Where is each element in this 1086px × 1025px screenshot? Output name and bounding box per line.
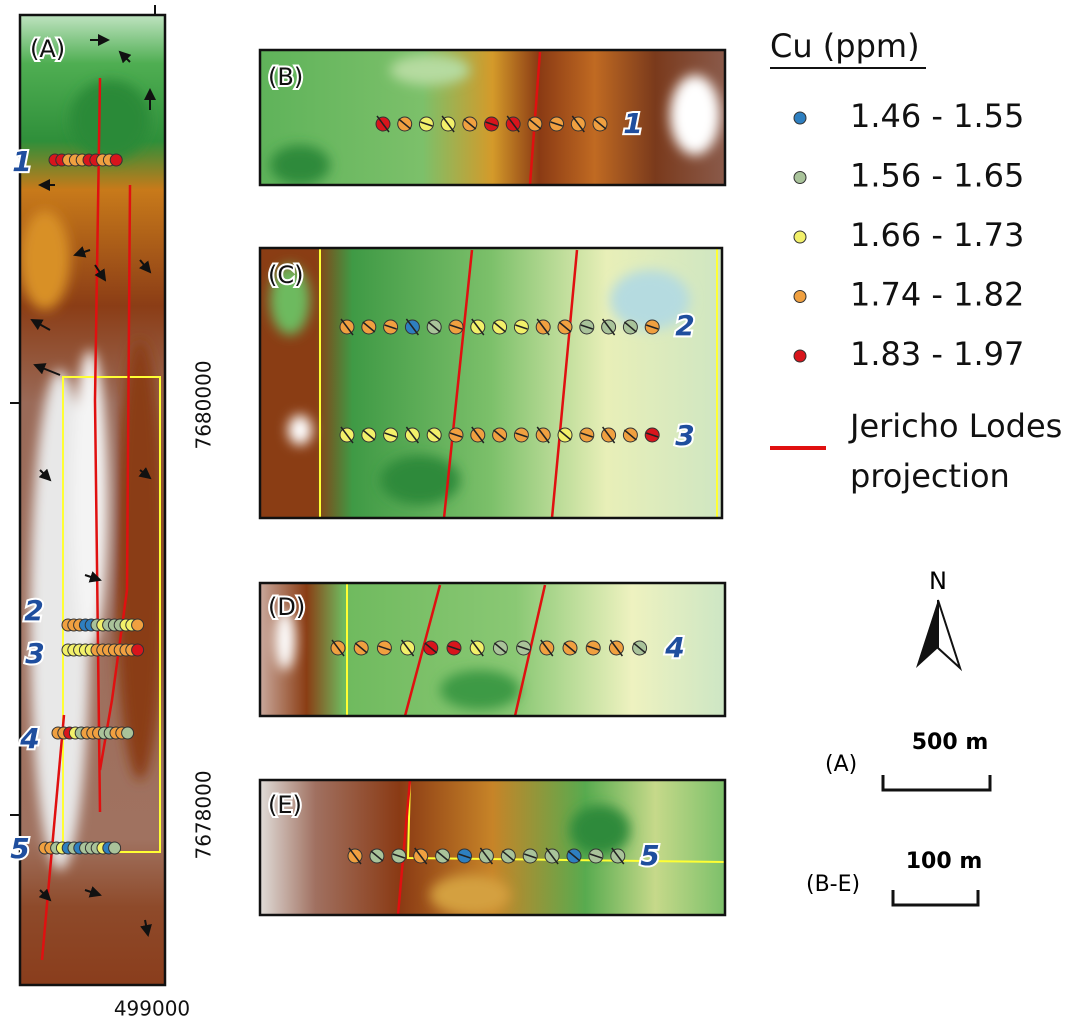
line-label: 1 xyxy=(623,107,642,140)
legend-label: 1.56 - 1.65 xyxy=(850,157,1024,195)
legend-symbol xyxy=(794,112,806,124)
legend-label: 1.66 - 1.73 xyxy=(850,216,1024,254)
line-label: 3 xyxy=(675,419,694,452)
legend-label: projection xyxy=(850,457,1010,495)
scale-panel: (A) xyxy=(825,752,857,777)
legend-label: 1.83 - 1.97 xyxy=(850,335,1024,373)
legend-symbol xyxy=(794,291,806,303)
sample-point xyxy=(132,644,144,656)
scale-length: 500 m xyxy=(912,730,989,755)
figure: 1 2 3 4 5 1 2 3 4 5 (A) (B) (C) (D) (E) 7680000 xyxy=(0,0,1086,1025)
legend-symbol xyxy=(794,172,806,184)
panel-label: (A) xyxy=(30,35,65,63)
legend-title: Cu (ppm) xyxy=(770,27,920,65)
line-label: 5 xyxy=(10,832,29,865)
panel-label: (D) xyxy=(268,593,305,621)
sample-point xyxy=(132,619,144,631)
scale-panel: (B-E) xyxy=(806,872,860,897)
line-label: 4 xyxy=(664,631,684,664)
line-label: 1 xyxy=(12,145,31,178)
northing-label: 7680000 xyxy=(192,360,216,449)
scale-bar xyxy=(883,775,990,790)
north-label: N xyxy=(929,567,947,595)
line-label: 5 xyxy=(640,839,659,872)
legend-label: 1.46 - 1.55 xyxy=(850,97,1024,135)
sample-point xyxy=(109,842,121,854)
scale-length: 100 m xyxy=(906,849,983,874)
north-arrow xyxy=(916,600,938,668)
scale-bar xyxy=(893,890,978,905)
line-label: 2 xyxy=(675,309,694,342)
panel-d-terrain xyxy=(260,583,725,716)
legend-symbol xyxy=(794,231,806,243)
northing-label: 7678000 xyxy=(192,770,216,859)
line-label: 4 xyxy=(19,722,39,755)
legend-symbol xyxy=(794,350,806,362)
panel-label: (B) xyxy=(268,63,303,91)
sample-point xyxy=(122,727,134,739)
panel-c-terrain xyxy=(260,248,722,518)
line-label: 2 xyxy=(24,594,43,627)
panel-label: (E) xyxy=(268,791,302,819)
sample-point xyxy=(110,154,122,166)
line-label: 3 xyxy=(25,637,44,670)
legend-label: Jericho Lodes xyxy=(848,407,1062,445)
panel-label: (C) xyxy=(268,261,303,289)
north-arrow xyxy=(938,600,960,668)
easting-label: 499000 xyxy=(114,997,190,1021)
legend-label: 1.74 - 1.82 xyxy=(850,276,1024,314)
